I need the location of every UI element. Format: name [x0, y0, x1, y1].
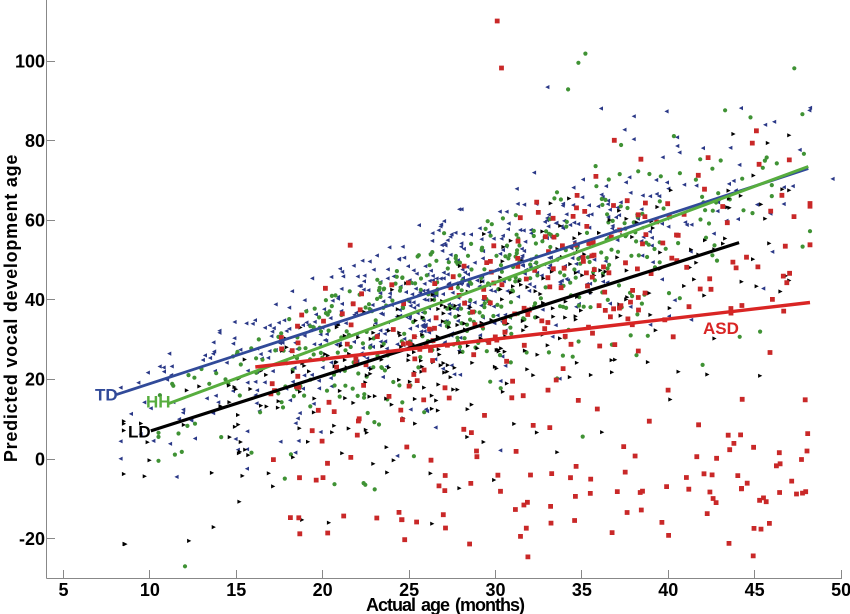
svg-text:45: 45: [745, 580, 765, 600]
svg-text:40: 40: [25, 290, 45, 310]
svg-text:35: 35: [572, 580, 592, 600]
svg-text:TD: TD: [95, 386, 118, 405]
svg-text:50: 50: [831, 580, 850, 600]
svg-text:Predicted vocal development ag: Predicted vocal development age: [1, 154, 21, 462]
svg-text:80: 80: [25, 131, 45, 151]
svg-text:10: 10: [140, 580, 160, 600]
svg-text:15: 15: [226, 580, 246, 600]
svg-text:HH: HH: [146, 393, 171, 412]
svg-text:ASD: ASD: [703, 319, 739, 338]
svg-text:30: 30: [485, 580, 505, 600]
svg-text:25: 25: [399, 580, 419, 600]
svg-text:60: 60: [25, 211, 45, 231]
svg-text:-20: -20: [19, 529, 45, 549]
svg-text:100: 100: [15, 52, 45, 72]
svg-text:20: 20: [313, 580, 333, 600]
svg-text:20: 20: [25, 370, 45, 390]
svg-text:LD: LD: [128, 423, 151, 442]
svg-text:40: 40: [658, 580, 678, 600]
svg-text:0: 0: [35, 449, 45, 469]
svg-text:5: 5: [58, 580, 68, 600]
svg-text:Actual age (months): Actual age (months): [366, 595, 525, 614]
